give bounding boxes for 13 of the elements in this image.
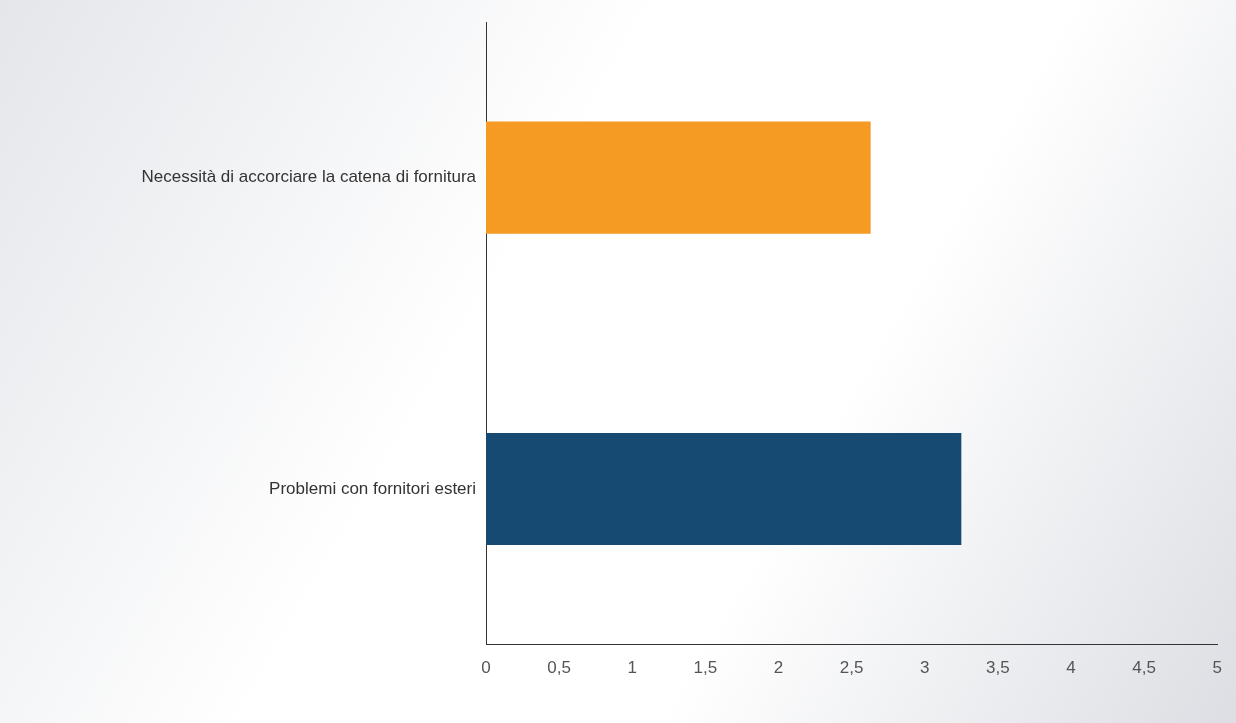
x-tick-label: 4,5 — [1132, 658, 1156, 678]
x-tick-label: 0,5 — [547, 658, 571, 678]
x-tick-label: 3,5 — [986, 658, 1010, 678]
x-tick-label: 2 — [773, 658, 784, 678]
x-tick-label: 0 — [481, 658, 491, 678]
y-tick-label: Problemi con fornitori esteri — [269, 478, 476, 498]
x-tick-label: 5 — [1212, 658, 1223, 678]
x-tick-label: 4 — [1066, 658, 1076, 678]
x-tick-label: 1,5 — [693, 658, 718, 678]
x-tick-label: 3 — [920, 658, 930, 678]
x-tick-label: 1 — [627, 658, 637, 678]
x-tick-label: 2,5 — [839, 658, 864, 678]
y-tick-label: Necessità di accorciare la catena di fornitura — [141, 167, 477, 187]
